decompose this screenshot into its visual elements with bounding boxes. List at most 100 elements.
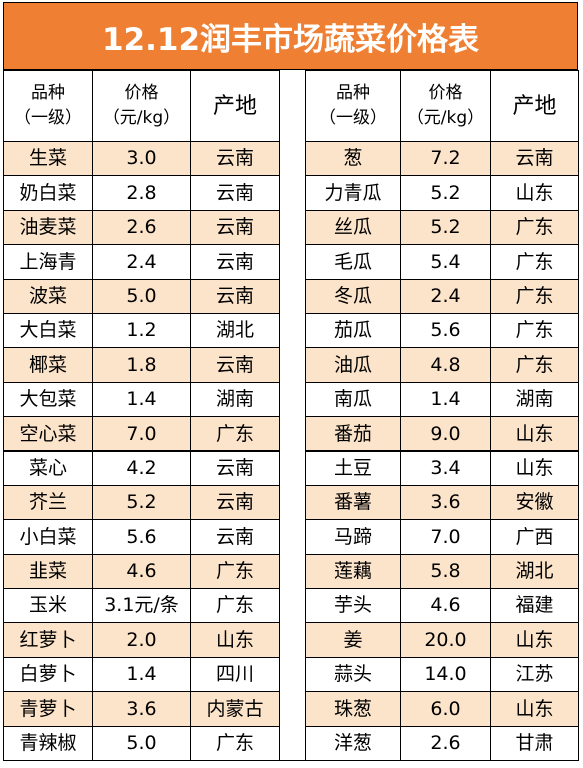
data-cell: 7.0 — [92, 416, 191, 452]
cell-text: 2.4 — [430, 284, 461, 307]
cell-text: 湖南 — [215, 388, 254, 411]
cell-text: 广东 — [515, 250, 554, 273]
data-cell: 7.0 — [400, 519, 491, 555]
cell-text: 茄瓜 — [333, 319, 372, 342]
data-cell: 珠葱 — [305, 691, 401, 727]
data-cell: 甘肃 — [490, 725, 579, 761]
cell-text: 云南 — [215, 456, 254, 479]
data-cell: 云南 — [190, 141, 280, 177]
cell-text: 5.6 — [126, 525, 157, 548]
data-cell: 云南 — [190, 209, 280, 246]
data-cell: 蒜头 — [305, 656, 401, 693]
cell-text: 土豆 — [333, 456, 372, 479]
cell-text: 广东 — [515, 284, 554, 307]
cell-text: 莲藕 — [333, 560, 372, 583]
data-cell: 青萝卜 — [3, 691, 93, 727]
cell-text: 7.2 — [430, 147, 461, 170]
data-cell: 波菜 — [3, 278, 93, 314]
cell-text: 5.8 — [430, 560, 461, 583]
data-cell: 芥兰 — [3, 484, 93, 521]
data-cell: 大包菜 — [3, 381, 93, 418]
data-cell: 云南 — [190, 347, 280, 383]
header-cell: 品种 （一级） — [305, 70, 401, 142]
cell-text: 广东 — [215, 594, 254, 617]
title: 12.12润丰市场蔬菜价格表 — [3, 2, 578, 70]
cell-text: 2.4 — [126, 250, 157, 273]
cell-text: 洋葱 — [333, 732, 372, 755]
cell-text: 广东 — [515, 353, 554, 376]
cell-text: 椰菜 — [28, 353, 67, 376]
cell-text: 福建 — [515, 594, 554, 617]
data-cell: 空心菜 — [3, 416, 93, 452]
header-cell: 产地 — [190, 70, 280, 142]
cell-text: 品种 — [31, 82, 65, 103]
data-cell: 湖南 — [190, 381, 280, 418]
data-cell: 山东 — [190, 622, 280, 658]
data-cell: 1.4 — [400, 381, 491, 418]
cell-text: 9.0 — [430, 422, 461, 445]
data-cell: 1.2 — [92, 312, 191, 349]
data-cell: 广东 — [490, 209, 579, 246]
data-cell: 广东 — [190, 416, 280, 452]
data-cell: 莲藕 — [305, 553, 401, 590]
data-cell: 1.4 — [92, 381, 191, 418]
cell-text: 1.4 — [126, 663, 157, 686]
cell-text: 3.6 — [126, 697, 157, 720]
cell-text: 云南 — [215, 216, 254, 239]
data-cell: 5.4 — [400, 244, 491, 280]
data-cell: 5.0 — [92, 725, 191, 761]
data-cell: 丝瓜 — [305, 209, 401, 246]
data-cell: 2.6 — [92, 209, 191, 246]
cell-text: 品种 — [336, 82, 370, 103]
cell-text: 2.6 — [126, 216, 157, 239]
cell-text: 油瓜 — [333, 353, 372, 376]
cell-text: 波菜 — [28, 284, 67, 307]
data-cell: 广西 — [490, 519, 579, 555]
cell-text: 7.0 — [126, 422, 157, 445]
data-cell: 4.8 — [400, 347, 491, 383]
data-cell: 2.8 — [92, 175, 191, 211]
data-cell: 油麦菜 — [3, 209, 93, 246]
cell-text: 玉米 — [28, 594, 67, 617]
data-cell: 山东 — [490, 691, 579, 727]
data-cell: 5.2 — [400, 175, 491, 211]
cell-text: 7.0 — [430, 525, 461, 548]
cell-text: 安徽 — [515, 491, 554, 514]
cell-text: 云南 — [215, 284, 254, 307]
cell-text: 青辣椒 — [19, 732, 77, 755]
data-cell: 5.8 — [400, 553, 491, 590]
cell-text: 5.0 — [126, 732, 157, 755]
data-cell: 云南 — [190, 484, 280, 521]
data-cell: 7.2 — [400, 141, 491, 177]
cell-text: 1.4 — [126, 388, 157, 411]
cell-text: 马蹄 — [333, 525, 372, 548]
cell-text: 4.6 — [126, 560, 157, 583]
data-cell: 土豆 — [305, 450, 401, 486]
data-cell: 广东 — [490, 244, 579, 280]
cell-text: 云南 — [215, 491, 254, 514]
data-cell: 2.6 — [400, 725, 491, 761]
data-cell: 菜心 — [3, 450, 93, 486]
data-cell: 3.1元/条 — [92, 588, 191, 624]
cell-text: 广东 — [515, 216, 554, 239]
data-cell: 白萝卜 — [3, 656, 93, 693]
cell-text: 冬瓜 — [333, 284, 372, 307]
cell-text: 湖南 — [515, 388, 554, 411]
data-cell: 云南 — [190, 175, 280, 211]
cell-text: 云南 — [215, 181, 254, 204]
cell-text: 山东 — [215, 628, 254, 651]
data-cell: 云南 — [490, 141, 579, 177]
data-cell: 云南 — [190, 278, 280, 314]
cell-text: 丝瓜 — [333, 216, 372, 239]
data-cell: 6.0 — [400, 691, 491, 727]
cell-text: 3.4 — [430, 456, 461, 479]
cell-text: 山东 — [515, 422, 554, 445]
cell-text: 云南 — [215, 250, 254, 273]
cell-text: 青萝卜 — [19, 697, 77, 720]
cell-text: 云南 — [215, 147, 254, 170]
cell-text: 4.8 — [430, 353, 461, 376]
data-cell: 江苏 — [490, 656, 579, 693]
data-cell: 油瓜 — [305, 347, 401, 383]
cell-text: 韭菜 — [28, 560, 67, 583]
cell-text: 广东 — [215, 422, 254, 445]
